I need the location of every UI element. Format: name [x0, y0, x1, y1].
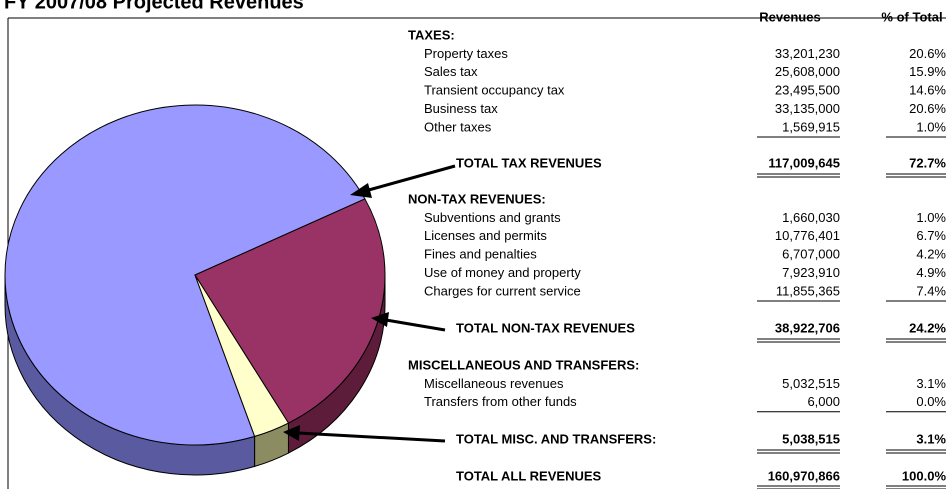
row-label: Sales tax — [424, 64, 478, 79]
revenue: 6,707,000 — [782, 247, 840, 262]
pct: 14.6% — [909, 83, 946, 98]
pct: 1.0% — [916, 119, 946, 134]
pct: 72.7% — [909, 155, 946, 170]
row-label: Charges for current service — [424, 283, 581, 298]
revenue: 33,135,000 — [775, 101, 840, 116]
row-label: Other taxes — [424, 119, 492, 134]
revenue: 23,495,500 — [775, 83, 840, 98]
page-title: FY 2007/08 Projected Revenues — [4, 0, 304, 13]
arrow-head — [283, 425, 300, 441]
arrow — [297, 431, 446, 443]
row-label: Subventions and grants — [424, 210, 561, 225]
pct: 0.0% — [916, 394, 946, 409]
pct: 3.1% — [916, 376, 946, 391]
pct: 100.0% — [902, 468, 947, 483]
pct-header: % of Total — [881, 9, 942, 24]
row-label: Transfers from other funds — [424, 394, 577, 409]
revenue: 1,569,915 — [782, 119, 840, 134]
row-label: TOTAL TAX REVENUES — [456, 155, 602, 170]
pie-chart — [4, 104, 386, 476]
section-heading: NON-TAX REVENUES: — [408, 191, 546, 206]
row-label: TOTAL MISC. AND TRANSFERS: — [456, 431, 656, 446]
arrow — [385, 318, 446, 332]
pct: 3.1% — [916, 431, 946, 446]
row-label: Fines and penalties — [424, 247, 537, 262]
pct: 24.2% — [909, 320, 946, 335]
row-label: Transient occupancy tax — [424, 83, 565, 98]
revenue: 5,038,515 — [782, 431, 840, 446]
pct: 20.6% — [909, 46, 946, 61]
revenue: 1,660,030 — [782, 210, 840, 225]
revenue: 6,000 — [807, 394, 840, 409]
arrow — [364, 164, 456, 193]
pct: 15.9% — [909, 64, 946, 79]
row-label: Business tax — [424, 101, 498, 116]
row-label: Miscellaneous revenues — [424, 376, 564, 391]
revenue: 38,922,706 — [775, 320, 840, 335]
pct: 4.2% — [916, 247, 946, 262]
revenue: 11,855,365 — [776, 283, 840, 298]
section-heading: TAXES: — [408, 27, 455, 42]
pct: 7.4% — [916, 283, 946, 298]
row-label: TOTAL ALL REVENUES — [456, 468, 602, 483]
row-label: Property taxes — [424, 46, 508, 61]
pct: 1.0% — [916, 210, 946, 225]
arrow-head — [350, 183, 372, 198]
row-label: TOTAL NON-TAX REVENUES — [456, 320, 635, 335]
row-label: Licenses and permits — [424, 228, 547, 243]
pie-slice — [194, 198, 386, 424]
row-label: Use of money and property — [424, 265, 581, 280]
arrow-head — [371, 312, 389, 327]
revenue: 25,608,000 — [775, 64, 840, 79]
pie-slice — [4, 104, 366, 446]
section-heading: MISCELLANEOUS AND TRANSFERS: — [408, 357, 639, 372]
pie-slice — [194, 274, 290, 438]
pct: 20.6% — [909, 101, 946, 116]
revenue: 5,032,515 — [782, 376, 840, 391]
revenue: 33,201,230 — [775, 46, 840, 61]
revenue: 10,776,401 — [775, 228, 840, 243]
revenues-header: Revenues — [759, 9, 820, 24]
revenue: 7,923,910 — [782, 265, 840, 280]
revenue: 160,970,866 — [768, 468, 840, 483]
pct: 4.9% — [916, 265, 946, 280]
revenue: 117,009,645 — [768, 155, 840, 170]
arrows — [283, 164, 456, 443]
pct: 6.7% — [916, 228, 946, 243]
